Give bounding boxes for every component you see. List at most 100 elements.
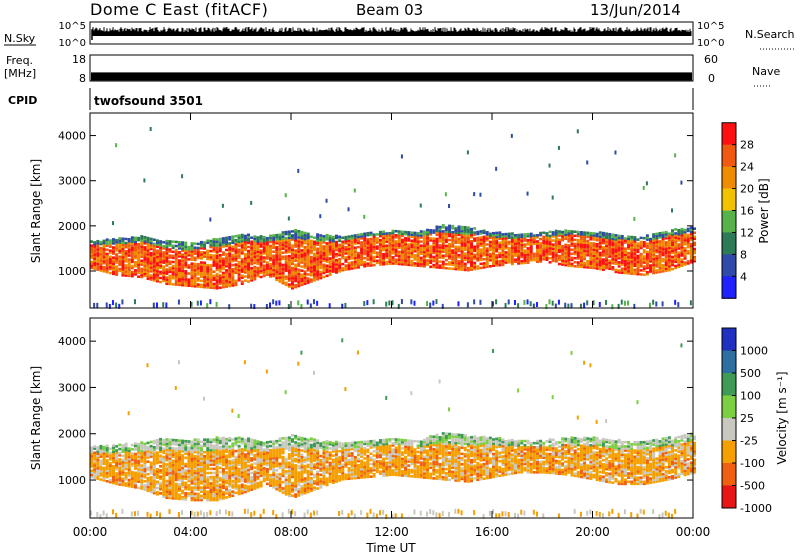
- data-cell: [598, 251, 602, 255]
- data-cell: [306, 277, 310, 280]
- data-cell: [184, 265, 188, 269]
- data-cell: [225, 236, 229, 240]
- data-cell: [209, 243, 213, 247]
- data-cell: [306, 256, 310, 260]
- data-cell: [385, 248, 389, 252]
- data-cell: [410, 251, 414, 255]
- data-cell: [693, 241, 696, 245]
- data-cell: [212, 250, 216, 253]
- data-cell: [190, 276, 194, 280]
- data-cell: [250, 240, 254, 244]
- data-cell: [627, 270, 631, 273]
- data-cell: [482, 266, 486, 269]
- data-cell: [630, 264, 634, 267]
- data-cell: [90, 446, 93, 450]
- data-cell: [649, 249, 653, 253]
- data-cell: [633, 238, 637, 241]
- colorbar-segment: [722, 122, 736, 146]
- data-cell: [294, 283, 298, 287]
- data-cell: [99, 259, 103, 262]
- data-cell: [275, 233, 279, 237]
- data-cell: [375, 253, 379, 256]
- data-cell: [193, 276, 197, 280]
- data-cell: [118, 443, 122, 447]
- data-cell: [400, 250, 404, 254]
- data-cell: [426, 244, 430, 248]
- data-cell: [482, 247, 486, 251]
- sparse-echo-cell: [645, 181, 648, 186]
- data-cell: [193, 459, 197, 462]
- colorbar-tick-label: 4: [740, 270, 747, 283]
- data-cell: [237, 262, 241, 266]
- data-cell: [221, 259, 225, 263]
- data-cell: [630, 249, 634, 253]
- data-cell: [492, 233, 495, 237]
- data-cell: [184, 450, 188, 453]
- data-cell: [196, 269, 200, 272]
- data-cell: [193, 480, 197, 483]
- data-cell: [422, 240, 426, 244]
- data-cell: [96, 258, 100, 261]
- data-cell: [369, 262, 373, 265]
- data-cell: [96, 450, 100, 453]
- data-cell: [444, 254, 448, 258]
- data-cell: [601, 254, 605, 257]
- data-cell: [595, 251, 599, 254]
- data-cell: [334, 259, 338, 262]
- data-cell: [479, 252, 483, 256]
- data-cell: [479, 240, 483, 243]
- data-cell: [605, 258, 609, 262]
- data-cell: [466, 258, 470, 262]
- data-cell: [363, 260, 367, 264]
- data-cell: [127, 246, 131, 249]
- data-cell: [265, 273, 269, 276]
- data-cell: [127, 478, 131, 482]
- data-cell: [177, 474, 181, 478]
- data-cell: [174, 495, 178, 498]
- data-cell: [444, 234, 448, 238]
- data-cell: [199, 490, 203, 494]
- data-cell: [171, 486, 175, 490]
- data-cell: [284, 269, 288, 272]
- data-cell: [155, 277, 159, 281]
- data-cell: [322, 263, 326, 267]
- data-cell: [561, 251, 565, 254]
- data-cell: [193, 274, 197, 278]
- data-cell: [410, 249, 414, 253]
- data-cell: [312, 258, 316, 262]
- data-cell: [419, 264, 423, 268]
- data-cell: [259, 241, 263, 244]
- data-cell: [366, 262, 370, 265]
- data-cell: [444, 266, 448, 270]
- data-cell: [174, 482, 178, 486]
- data-cell: [127, 240, 131, 243]
- data-cell: [328, 267, 332, 270]
- data-cell: [448, 248, 452, 252]
- data-cell: [193, 446, 197, 450]
- data-cell: [391, 239, 395, 243]
- data-cell: [470, 262, 474, 265]
- data-cell: [171, 463, 175, 467]
- data-cell: [608, 243, 612, 246]
- data-cell: [325, 248, 329, 251]
- data-cell: [152, 485, 156, 489]
- data-cell: [240, 276, 244, 279]
- data-cell: [451, 267, 455, 271]
- data-cell: [165, 448, 169, 452]
- data-cell: [190, 270, 194, 274]
- data-cell: [111, 250, 115, 253]
- data-cell: [501, 257, 505, 261]
- data-cell: [187, 454, 191, 458]
- freq-label-line1: Freq.: [6, 54, 33, 67]
- data-cell: [140, 237, 144, 240]
- data-cell: [190, 248, 194, 251]
- data-cell: [661, 253, 665, 257]
- data-cell: [517, 258, 521, 261]
- data-cell: [287, 277, 291, 280]
- data-cell: [162, 491, 166, 494]
- data-cell: [485, 265, 489, 269]
- data-cell: [174, 476, 178, 480]
- data-cell: [510, 244, 514, 247]
- data-cell: [422, 248, 426, 252]
- data-cell: [583, 249, 587, 253]
